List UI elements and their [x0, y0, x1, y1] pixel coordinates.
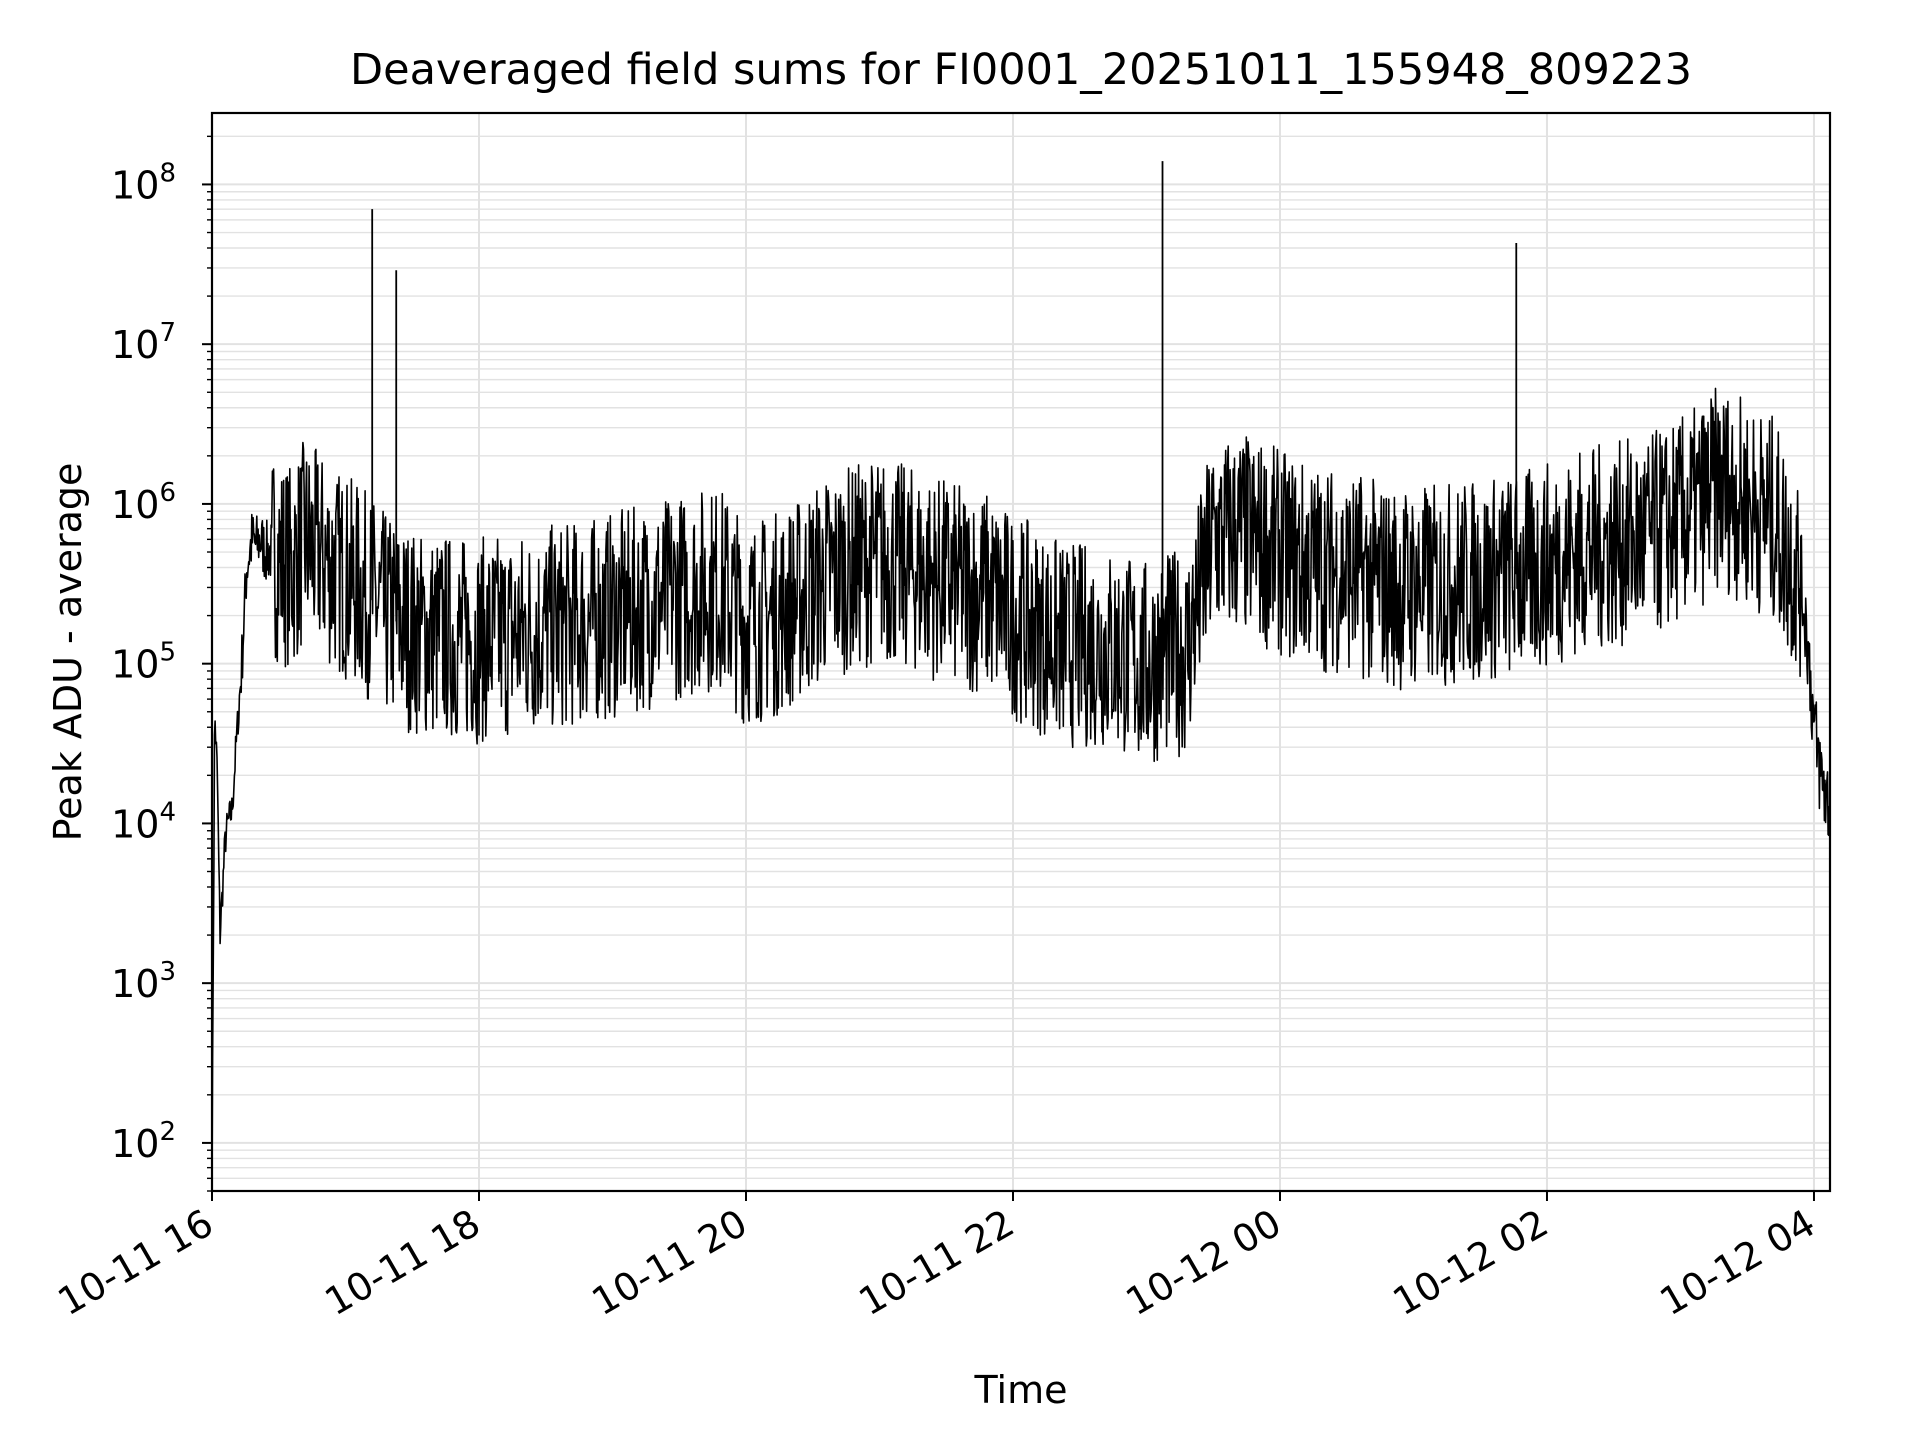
y-tick-base: 10	[111, 163, 159, 207]
y-tick-base: 10	[111, 802, 159, 846]
y-tick-exponent: 2	[159, 1117, 176, 1147]
y-tick-base: 10	[111, 323, 159, 367]
series-layer	[211, 161, 1831, 1190]
y-tick-base: 10	[111, 1122, 159, 1166]
y-tick-label: 107	[111, 318, 176, 367]
y-tick-exponent: 4	[159, 797, 176, 827]
chart-title: Deaveraged field sums for FI0001_2025101…	[350, 45, 1692, 95]
y-tick-exponent: 5	[159, 638, 176, 668]
y-tick-label: 106	[111, 478, 176, 527]
series-line	[211, 387, 1831, 1190]
y-tick-label: 103	[111, 957, 176, 1006]
y-tick-label: 105	[111, 638, 176, 687]
y-tick-base: 10	[111, 643, 159, 687]
y-tick-base: 10	[111, 483, 159, 527]
y-tick-label: 102	[111, 1117, 176, 1166]
axes-frame	[210, 111, 1832, 1193]
x-axis-label: Time	[974, 1368, 1068, 1412]
y-tick-exponent: 3	[159, 957, 176, 987]
y-tick-base: 10	[111, 962, 159, 1006]
y-tick-exponent: 6	[159, 478, 176, 508]
y-axis-label: Peak ADU - average	[46, 463, 90, 842]
y-tick-exponent: 8	[159, 158, 176, 188]
y-tick-exponent: 7	[159, 318, 176, 348]
y-tick-label: 104	[111, 797, 176, 846]
y-tick-label: 108	[111, 158, 176, 207]
